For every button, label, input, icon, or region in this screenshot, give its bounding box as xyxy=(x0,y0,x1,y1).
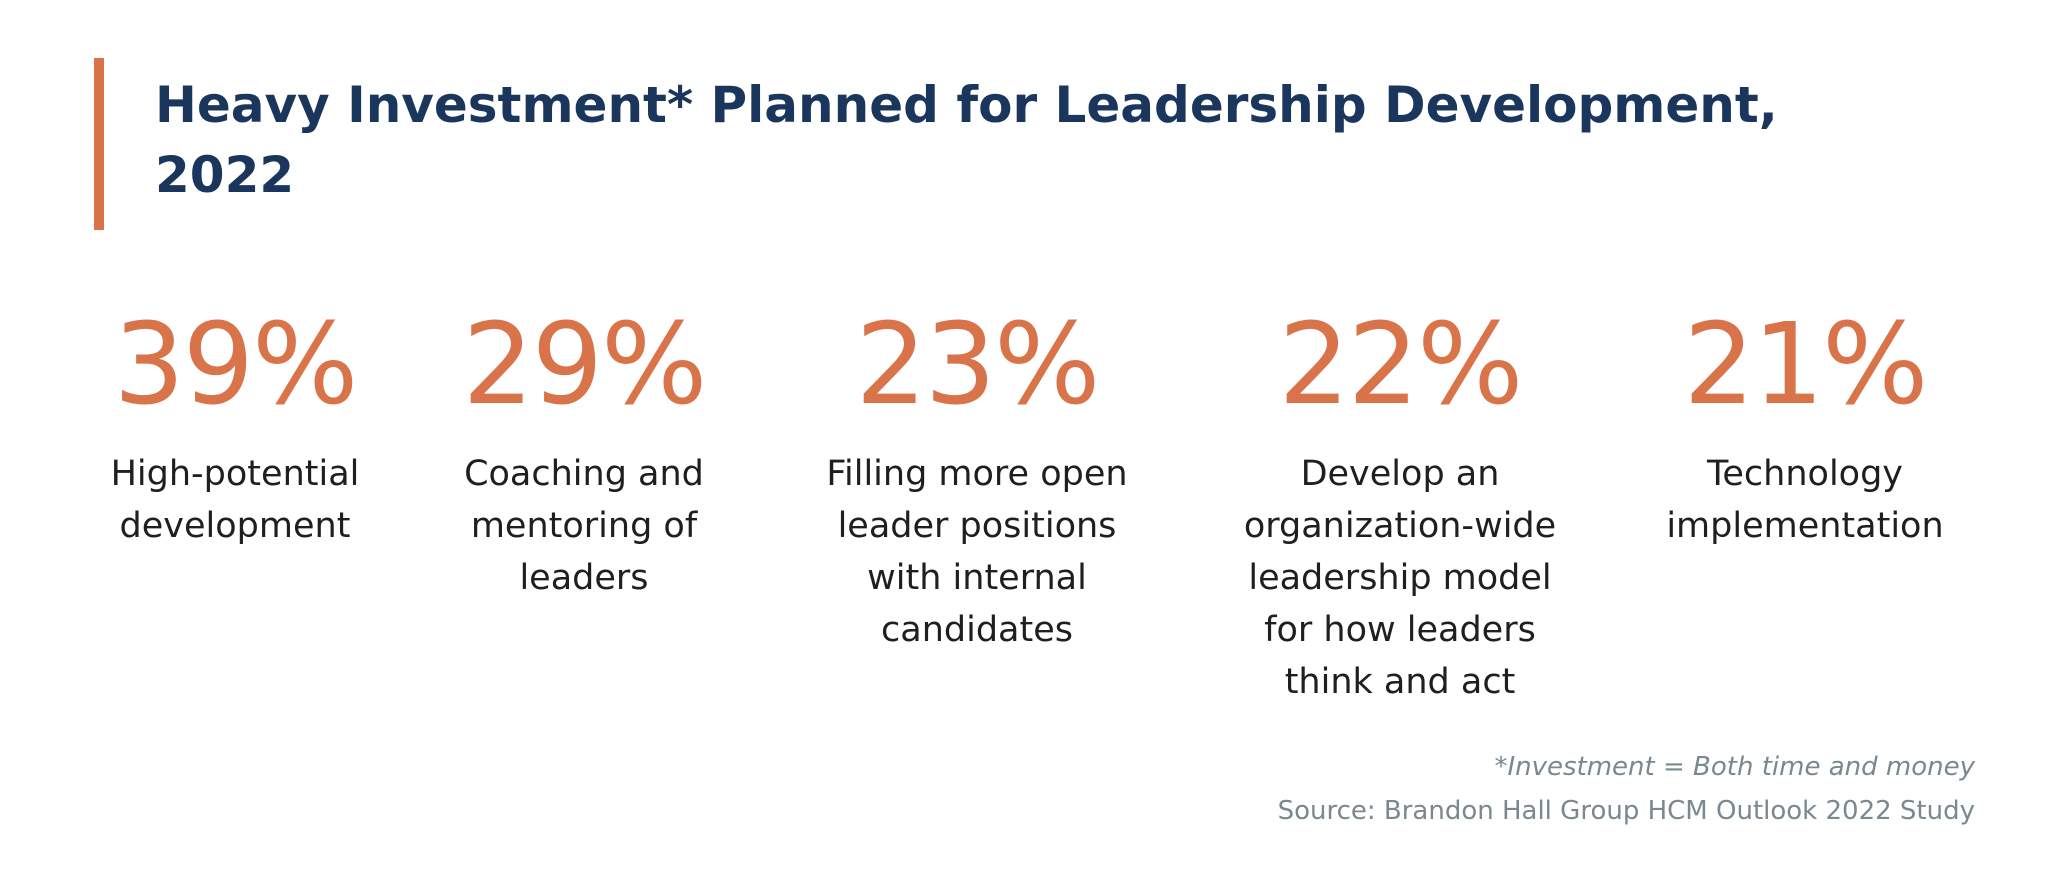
stat-technology: 21% Technology implementation xyxy=(1645,300,1965,552)
stat-coaching: 29% Coaching and mentoring of leaders xyxy=(439,300,729,604)
stat-high-potential: 39% High-potential development xyxy=(85,300,385,552)
stat-label: Coaching and mentoring of leaders xyxy=(464,454,704,598)
stat-value: 22% xyxy=(1278,300,1524,430)
stat-value: 23% xyxy=(855,300,1101,430)
accent-bar xyxy=(94,58,104,230)
footnote: *Investment = Both time and money xyxy=(1494,752,1975,782)
stat-value: 29% xyxy=(462,300,708,430)
stat-label: Technology implementation xyxy=(1666,454,1944,546)
source-note: Source: Brandon Hall Group HCM Outlook 2… xyxy=(1277,796,1975,826)
stat-label: Filling more open leader positions with … xyxy=(826,454,1128,650)
stat-label: Develop an organization-wide leadership … xyxy=(1243,454,1557,702)
page-title: Heavy Investment* Planned for Leadership… xyxy=(155,76,1778,204)
stat-leadership-model: 22% Develop an organization-wide leaders… xyxy=(1225,300,1575,708)
stat-label: High-potential development xyxy=(110,454,360,546)
stat-value: 21% xyxy=(1683,300,1929,430)
stat-value: 39% xyxy=(113,300,359,430)
stat-internal-candidates: 23% Filling more open leader positions w… xyxy=(797,300,1157,656)
